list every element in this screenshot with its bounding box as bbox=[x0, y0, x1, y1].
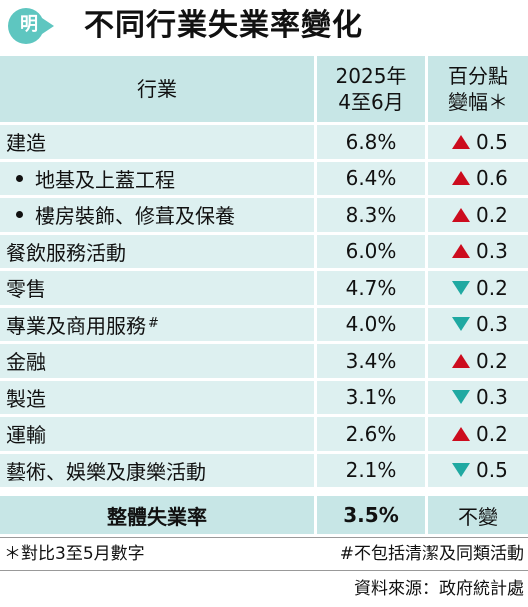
industry-cell: 地基及上蓋工程 bbox=[0, 161, 314, 195]
industry-label: 建造 bbox=[6, 131, 46, 156]
header-change-line2: 變幅＊ bbox=[448, 90, 508, 114]
header-rate: 2025年 4至6月 bbox=[317, 56, 425, 122]
page-title: 不同行業失業率變化 bbox=[84, 8, 363, 43]
change-cell: 0.5 bbox=[428, 453, 528, 487]
triangle-up-icon bbox=[452, 134, 470, 149]
rate-cell: 2.1% bbox=[317, 453, 425, 487]
industry-cell: 餐飲服務活動 bbox=[0, 234, 314, 268]
footnote-comparison: ＊對比3至5月數字 bbox=[4, 544, 145, 564]
change-value: 0.2 bbox=[476, 348, 508, 373]
triangle-up-icon bbox=[452, 426, 470, 441]
bullet-icon bbox=[16, 211, 23, 219]
logo-text: 明 bbox=[20, 14, 38, 35]
triangle-up-icon bbox=[452, 171, 470, 186]
industry-cell: 建造 bbox=[0, 125, 314, 159]
rate-cell: 3.4% bbox=[317, 344, 425, 378]
change-value: 0.6 bbox=[476, 166, 508, 191]
industry-label: 樓房裝飾、修葺及保養 bbox=[35, 204, 235, 229]
change-cell: 0.3 bbox=[428, 234, 528, 268]
industry-label: 專業及商用服務 bbox=[6, 313, 146, 338]
header-rate-line1: 2025年 bbox=[335, 64, 407, 88]
industry-label: 零售 bbox=[6, 277, 46, 302]
rate-cell: 8.3% bbox=[317, 198, 425, 232]
table-row: 運輸 2.6% 0.2 bbox=[0, 417, 528, 451]
industry-label: 製造 bbox=[6, 386, 46, 411]
triangle-down-icon bbox=[452, 463, 470, 478]
change-cell: 0.2 bbox=[428, 344, 528, 378]
industry-cell: 藝術、娛樂及康樂活動 bbox=[0, 453, 314, 487]
table-body: 建造 6.8% 0.5 地基及上蓋工程 6.4% 0.6 樓房裝飾、修葺及保養 8.3% 0.2… bbox=[0, 125, 528, 487]
change-value: 0.5 bbox=[476, 129, 508, 154]
total-row: 整體失業率 3.5% 不變 bbox=[0, 496, 528, 534]
change-value: 0.2 bbox=[476, 275, 508, 300]
change-cell: 0.2 bbox=[428, 417, 528, 451]
change-value: 0.5 bbox=[476, 458, 508, 483]
table-row: 金融 3.4% 0.2 bbox=[0, 344, 528, 378]
triangle-up-icon bbox=[452, 207, 470, 222]
change-cell: 0.3 bbox=[428, 380, 528, 414]
triangle-up-icon bbox=[452, 244, 470, 259]
change-cell: 0.5 bbox=[428, 125, 528, 159]
industry-cell: 樓房裝飾、修葺及保養 bbox=[0, 198, 314, 232]
change-cell: 0.3 bbox=[428, 307, 528, 341]
total-change: 不變 bbox=[428, 496, 528, 534]
triangle-down-icon bbox=[452, 390, 470, 405]
change-value: 0.2 bbox=[476, 202, 508, 227]
table-row: 藝術、娛樂及康樂活動 2.1% 0.5 bbox=[0, 453, 528, 487]
change-value: 0.3 bbox=[476, 385, 508, 410]
change-cell: 0.2 bbox=[428, 271, 528, 305]
table-row: 零售 4.7% 0.2 bbox=[0, 271, 528, 305]
rate-cell: 2.6% bbox=[317, 417, 425, 451]
rate-cell: 4.7% bbox=[317, 271, 425, 305]
rate-cell: 6.8% bbox=[317, 125, 425, 159]
rate-cell: 6.0% bbox=[317, 234, 425, 268]
footnote-exclusion: #不包括清潔及同類活動 bbox=[339, 544, 524, 564]
industry-cell: 金融 bbox=[0, 344, 314, 378]
total-rate: 3.5% bbox=[317, 496, 425, 534]
industry-cell: 運輸 bbox=[0, 417, 314, 451]
triangle-up-icon bbox=[452, 353, 470, 368]
footnote-marker: # bbox=[148, 316, 159, 332]
rate-cell: 6.4% bbox=[317, 161, 425, 195]
industry-cell: 製造 bbox=[0, 380, 314, 414]
table-row: 製造 3.1% 0.3 bbox=[0, 380, 528, 414]
bullet-icon bbox=[16, 174, 23, 182]
total-label: 整體失業率 bbox=[0, 496, 314, 534]
table-header: 行業 2025年 4至6月 百分點 變幅＊ bbox=[0, 56, 528, 122]
title-bar: 明 不同行業失業率變化 bbox=[0, 0, 528, 52]
rate-cell: 3.1% bbox=[317, 380, 425, 414]
rate-cell: 4.0% bbox=[317, 307, 425, 341]
change-cell: 0.2 bbox=[428, 198, 528, 232]
header-change: 百分點 變幅＊ bbox=[428, 56, 528, 122]
industry-label: 藝術、娛樂及康樂活動 bbox=[6, 459, 206, 484]
industry-label: 運輸 bbox=[6, 423, 46, 448]
industry-label: 餐飲服務活動 bbox=[6, 240, 126, 265]
header-rate-line2: 4至6月 bbox=[338, 90, 404, 114]
change-value: 0.3 bbox=[476, 312, 508, 337]
table-row: 餐飲服務活動 6.0% 0.3 bbox=[0, 234, 528, 268]
source-credit: 資料來源：政府統計處 bbox=[354, 579, 524, 599]
table-row: 專業及商用服務 #4.0% 0.3 bbox=[0, 307, 528, 341]
table-row: 建造 6.8% 0.5 bbox=[0, 125, 528, 159]
industry-label: 地基及上蓋工程 bbox=[35, 167, 175, 192]
triangle-down-icon bbox=[452, 280, 470, 295]
industry-cell: 專業及商用服務 # bbox=[0, 307, 314, 341]
header-industry: 行業 bbox=[0, 56, 314, 122]
unemployment-table: 行業 2025年 4至6月 百分點 變幅＊ 建造 6.8% 0.5 地基及上蓋工程 6.… bbox=[0, 56, 528, 490]
change-value: 0.2 bbox=[476, 421, 508, 446]
change-value: 0.3 bbox=[476, 239, 508, 264]
change-cell: 0.6 bbox=[428, 161, 528, 195]
header-change-line1: 百分點 bbox=[448, 64, 508, 88]
triangle-down-icon bbox=[452, 317, 470, 332]
ming-pao-logo-icon bbox=[8, 8, 54, 44]
table-row: 樓房裝飾、修葺及保養 8.3% 0.2 bbox=[0, 198, 528, 232]
table-row: 地基及上蓋工程 6.4% 0.6 bbox=[0, 161, 528, 195]
footnotes: ＊對比3至5月數字 #不包括清潔及同類活動 bbox=[0, 537, 528, 571]
industry-cell: 零售 bbox=[0, 271, 314, 305]
industry-label: 金融 bbox=[6, 350, 46, 375]
